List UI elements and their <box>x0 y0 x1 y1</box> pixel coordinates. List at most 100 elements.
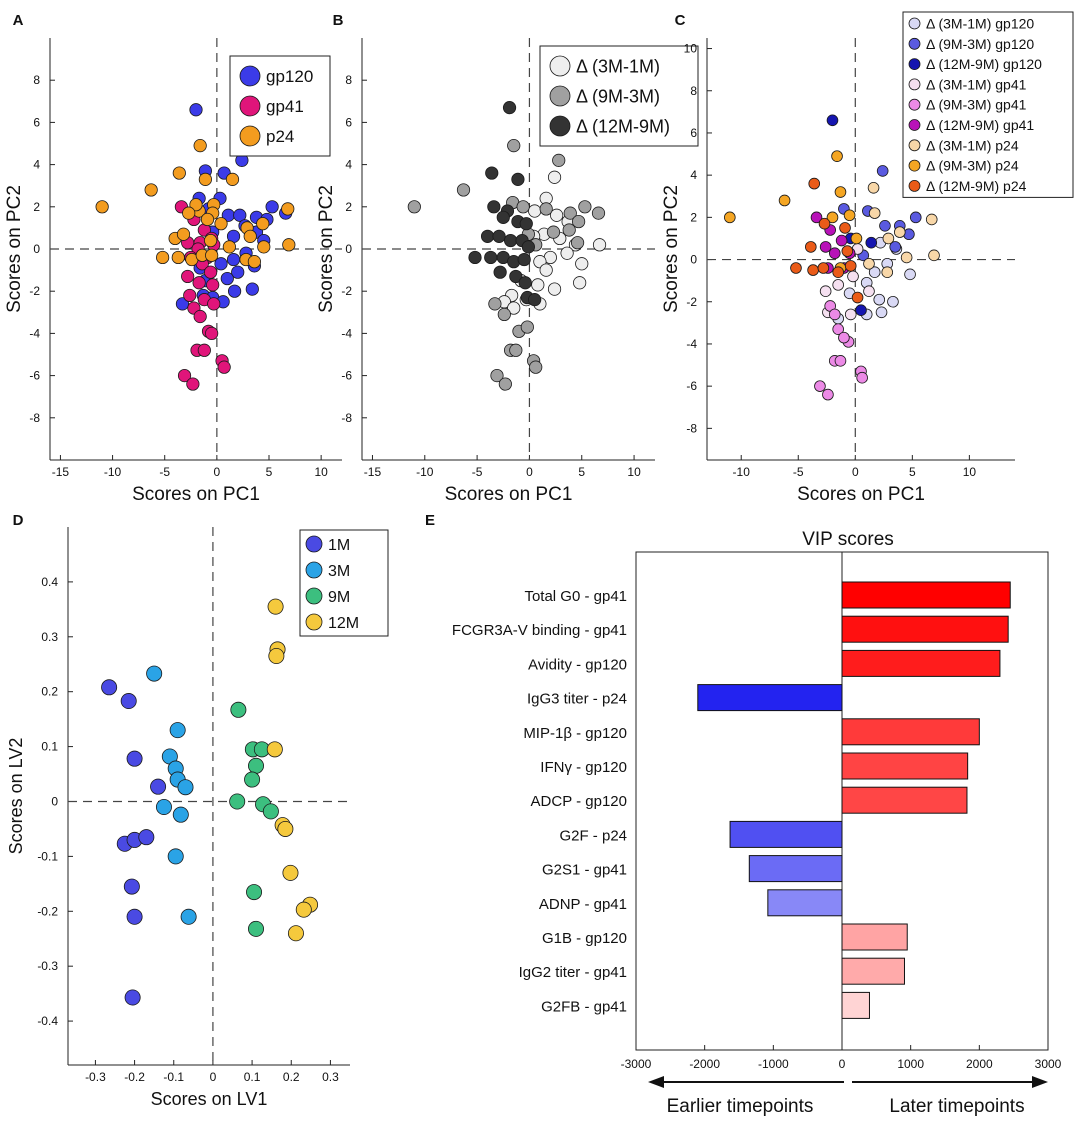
x-tick-label: -10 <box>733 465 751 479</box>
data-point <box>817 262 830 274</box>
data-point <box>204 265 218 279</box>
data-point <box>207 297 221 311</box>
data-point <box>189 198 203 212</box>
y-tick-label: -0.4 <box>37 1014 58 1028</box>
data-point <box>818 217 831 230</box>
data-point <box>509 343 523 357</box>
chart-title: VIP scores <box>802 529 894 550</box>
data-point <box>539 263 553 277</box>
bar <box>729 820 843 848</box>
data-point <box>875 306 888 319</box>
data-point <box>572 214 586 229</box>
data-point <box>205 248 219 262</box>
panel-letter: C <box>675 12 686 29</box>
legend-label: Δ (12M-9M) <box>576 116 670 136</box>
legend: 1M 3M 9M 12M <box>299 529 389 637</box>
y-tick-label: 0 <box>51 794 58 808</box>
data-point <box>267 598 284 615</box>
data-point <box>578 200 592 214</box>
data-point <box>839 222 851 234</box>
data-point <box>229 793 246 810</box>
legend-marker <box>908 139 921 152</box>
data-point <box>282 238 296 252</box>
y-tick-label: -6 <box>29 369 40 383</box>
data-point <box>560 246 574 260</box>
category-label: ADCP - gp120 <box>531 793 627 810</box>
data-point <box>881 266 894 279</box>
category-label: Total G0 - gp41 <box>524 588 627 605</box>
y-tick-label: -0.3 <box>37 959 58 973</box>
x-axis-label: Scores on PC1 <box>445 484 573 505</box>
y-tick-label: -8 <box>686 421 697 435</box>
x-tick-label: 3000 <box>1035 1057 1062 1071</box>
y-tick-label: 0.3 <box>41 630 58 644</box>
data-point <box>182 206 196 220</box>
x-tick-label: -0.1 <box>163 1070 184 1084</box>
data-point <box>831 150 843 162</box>
legend-marker <box>305 587 323 605</box>
panel-letter: A <box>13 12 24 29</box>
data-point <box>511 172 525 186</box>
x-tick-label: -10 <box>416 465 434 479</box>
data-point <box>124 989 141 1006</box>
data-point <box>247 920 264 937</box>
legend-marker <box>239 95 261 117</box>
x-tick-label: 0 <box>852 465 859 479</box>
legend-label: Δ (3M-1M) <box>576 56 660 76</box>
data-point <box>214 257 228 271</box>
data-point <box>230 701 247 718</box>
legend: Δ (3M-1M) gp120 Δ (9M-3M) gp120 Δ (12M-9M)… <box>902 11 1074 198</box>
data-point <box>484 250 498 265</box>
legend-marker <box>908 179 921 192</box>
legend-label: 9M <box>328 589 350 606</box>
legend-label: gp41 <box>266 97 304 116</box>
data-point <box>851 291 864 304</box>
data-point <box>282 864 299 881</box>
y-tick-label: 8 <box>345 73 352 87</box>
bar <box>841 923 908 951</box>
data-point <box>841 245 854 257</box>
data-point <box>167 848 184 865</box>
data-point <box>262 803 279 820</box>
x-tick-label: 2000 <box>966 1057 993 1071</box>
data-point <box>835 234 848 247</box>
data-point <box>205 326 219 340</box>
category-label: ADNP - gp41 <box>539 896 627 913</box>
x-tick-label: 0 <box>214 465 221 479</box>
legend-marker <box>239 65 261 87</box>
data-point <box>507 301 521 315</box>
data-point <box>865 236 878 249</box>
legend-label: Δ (12M-9M) gp120 <box>926 56 1042 72</box>
data-point <box>488 297 502 311</box>
legend-box <box>902 11 1074 198</box>
x-tick-label: -10 <box>104 465 122 479</box>
data-point <box>834 186 847 198</box>
later-timepoints-label: Later timepoints <box>889 1096 1024 1117</box>
y-axis-label: Scores on PC2 <box>661 185 682 313</box>
data-point <box>573 276 587 290</box>
y-tick-label: -4 <box>686 337 697 351</box>
data-point <box>575 257 589 271</box>
data-point <box>855 304 867 316</box>
bar <box>841 786 968 814</box>
y-tick-label: 4 <box>33 158 40 172</box>
data-point <box>180 908 197 925</box>
data-point <box>832 323 844 335</box>
data-point <box>790 262 802 274</box>
data-point <box>547 170 562 184</box>
data-point <box>200 212 215 227</box>
y-tick-label: 6 <box>33 115 40 129</box>
data-point <box>847 270 859 283</box>
data-point <box>503 233 518 248</box>
x-tick-label: 5 <box>578 465 585 479</box>
data-point <box>832 279 844 291</box>
bar <box>841 581 1011 609</box>
panel-d-scatter: D -0.3 -0.2 -0.1 0 0.1 0.2 0.3 -0.4 -0.3 -0.2 -0.1 0… <box>6 512 389 1109</box>
data-point <box>256 217 270 231</box>
y-axis-label: Scores on PC2 <box>316 185 337 313</box>
y-tick-label: 6 <box>345 115 352 129</box>
x-tick-label: 0 <box>839 1057 846 1071</box>
bar <box>841 991 870 1019</box>
data-point <box>868 207 881 219</box>
data-point <box>193 309 207 324</box>
